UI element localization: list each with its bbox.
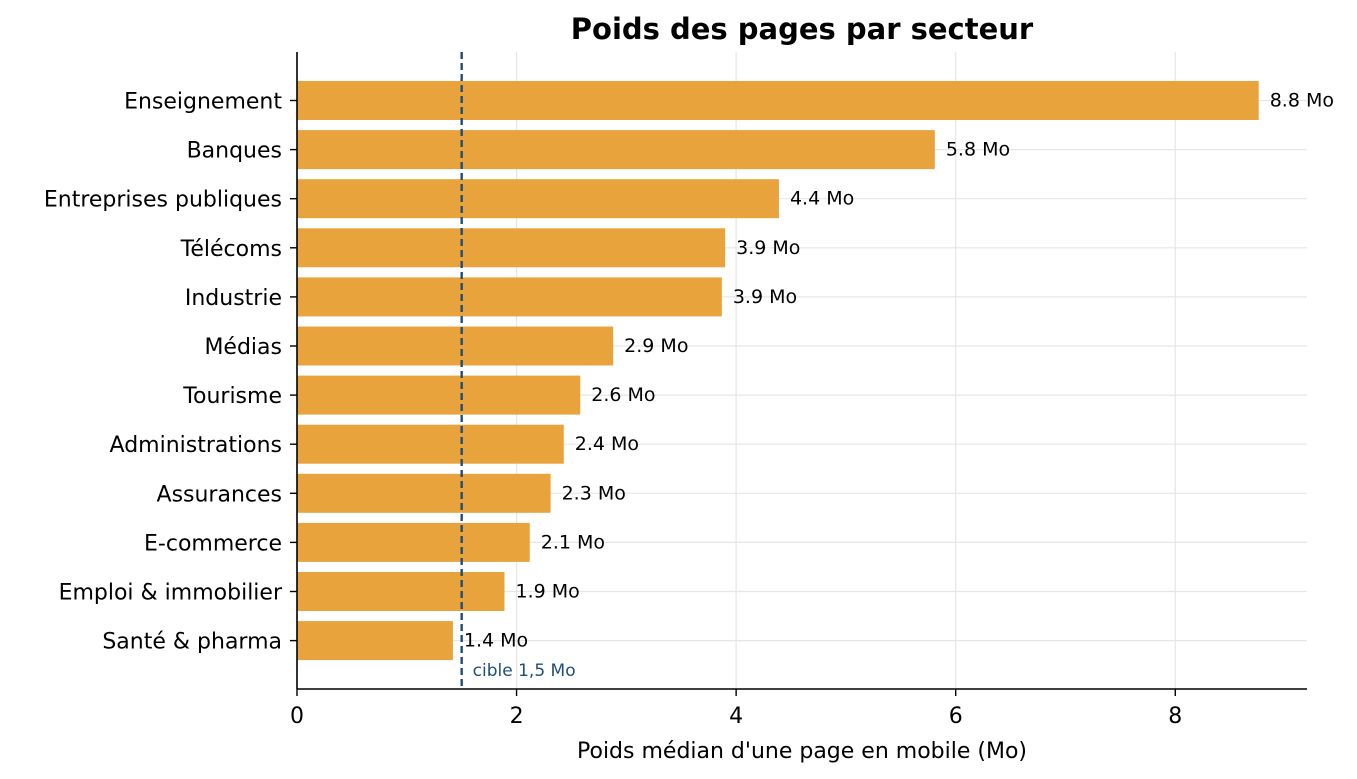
bar-10 <box>297 572 505 611</box>
axes <box>296 52 1307 690</box>
category-label-8: Assurances <box>157 482 282 507</box>
value-label-11: 1.4 Mo <box>464 630 528 652</box>
y-axis-categories: Enseignement Banques Entreprises publiques… <box>44 90 297 655</box>
category-label-11: Santé & pharma <box>102 630 282 655</box>
bar-3 <box>297 228 726 268</box>
category-label-2: Entreprises publiques <box>44 188 282 213</box>
value-label-4: 3.9 Mo <box>733 286 797 308</box>
x-tick-label-2: 4 <box>729 704 743 729</box>
value-label-8: 2.3 Mo <box>562 482 626 504</box>
category-label-10: Emploi & immobilier <box>59 581 283 606</box>
bar-1 <box>297 130 935 170</box>
bars <box>297 81 1259 661</box>
category-label-1: Banques <box>187 139 282 164</box>
value-label-5: 2.9 Mo <box>624 335 688 357</box>
chart-title: Poids des pages par secteur <box>571 12 1034 46</box>
x-tick-label-3: 6 <box>949 704 963 729</box>
x-tick-label-1: 2 <box>510 704 524 729</box>
bar-7 <box>297 424 564 464</box>
bar-5 <box>297 326 614 366</box>
value-label-10: 1.9 Mo <box>515 581 579 603</box>
value-label-0: 8.8 Mo <box>1270 90 1334 112</box>
bar-0 <box>297 81 1259 120</box>
x-tick-label-0: 0 <box>290 704 304 729</box>
bar-4 <box>297 277 722 317</box>
target-label: cible 1,5 Mo <box>473 661 576 681</box>
category-label-9: E-commerce <box>144 531 282 556</box>
bar-8 <box>297 473 551 513</box>
category-label-3: Télécoms <box>180 237 282 262</box>
x-tick-label-4: 8 <box>1168 704 1182 729</box>
value-label-1: 5.8 Mo <box>946 139 1010 161</box>
category-label-4: Industrie <box>185 286 282 311</box>
bar-6 <box>297 375 581 415</box>
category-label-6: Tourisme <box>182 384 282 409</box>
category-label-0: Enseignement <box>124 90 282 115</box>
category-label-5: Médias <box>204 335 282 360</box>
value-label-9: 2.1 Mo <box>541 531 605 553</box>
bar-2 <box>297 179 779 219</box>
value-label-7: 2.4 Mo <box>575 433 639 455</box>
x-axis-ticks: 0 2 4 6 8 <box>290 689 1182 729</box>
target-line-group: cible 1,5 Mo <box>460 52 576 689</box>
bar-9 <box>297 522 530 562</box>
value-label-6: 2.6 Mo <box>591 384 655 406</box>
value-label-2: 4.4 Mo <box>790 188 854 210</box>
value-label-3: 3.9 Mo <box>736 237 800 259</box>
bar-11 <box>297 621 453 661</box>
value-labels: 8.8 Mo 5.8 Mo 4.4 Mo 3.9 Mo 3.9 Mo 2.9 Mo 2.6 … <box>464 90 1334 652</box>
category-label-7: Administrations <box>110 433 282 458</box>
x-axis-title: Poids médian d'une page en mobile (Mo) <box>577 739 1027 764</box>
